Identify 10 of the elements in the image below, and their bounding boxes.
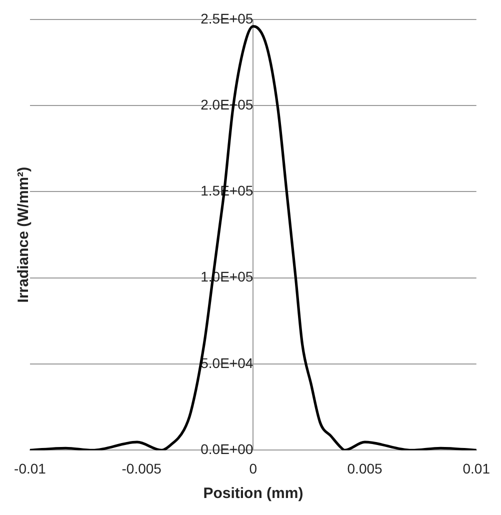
y-tick-label: 5.0E+04 — [200, 354, 254, 371]
x-tick-label: 0 — [249, 460, 258, 476]
x-tick-label: 0.005 — [347, 460, 383, 476]
x-tick-label: -0.01 — [14, 460, 46, 476]
x-axis-title: Position (mm) — [203, 485, 304, 502]
y-axis-title: Irradiance (W/mm²) — [15, 166, 32, 303]
x-tick-label: -0.005 — [122, 460, 162, 476]
x-tick-label: 0.01 — [462, 460, 490, 476]
y-tick-label: 0.0E+00 — [200, 441, 254, 458]
y-tick-label: 2.5E+05 — [200, 10, 254, 26]
